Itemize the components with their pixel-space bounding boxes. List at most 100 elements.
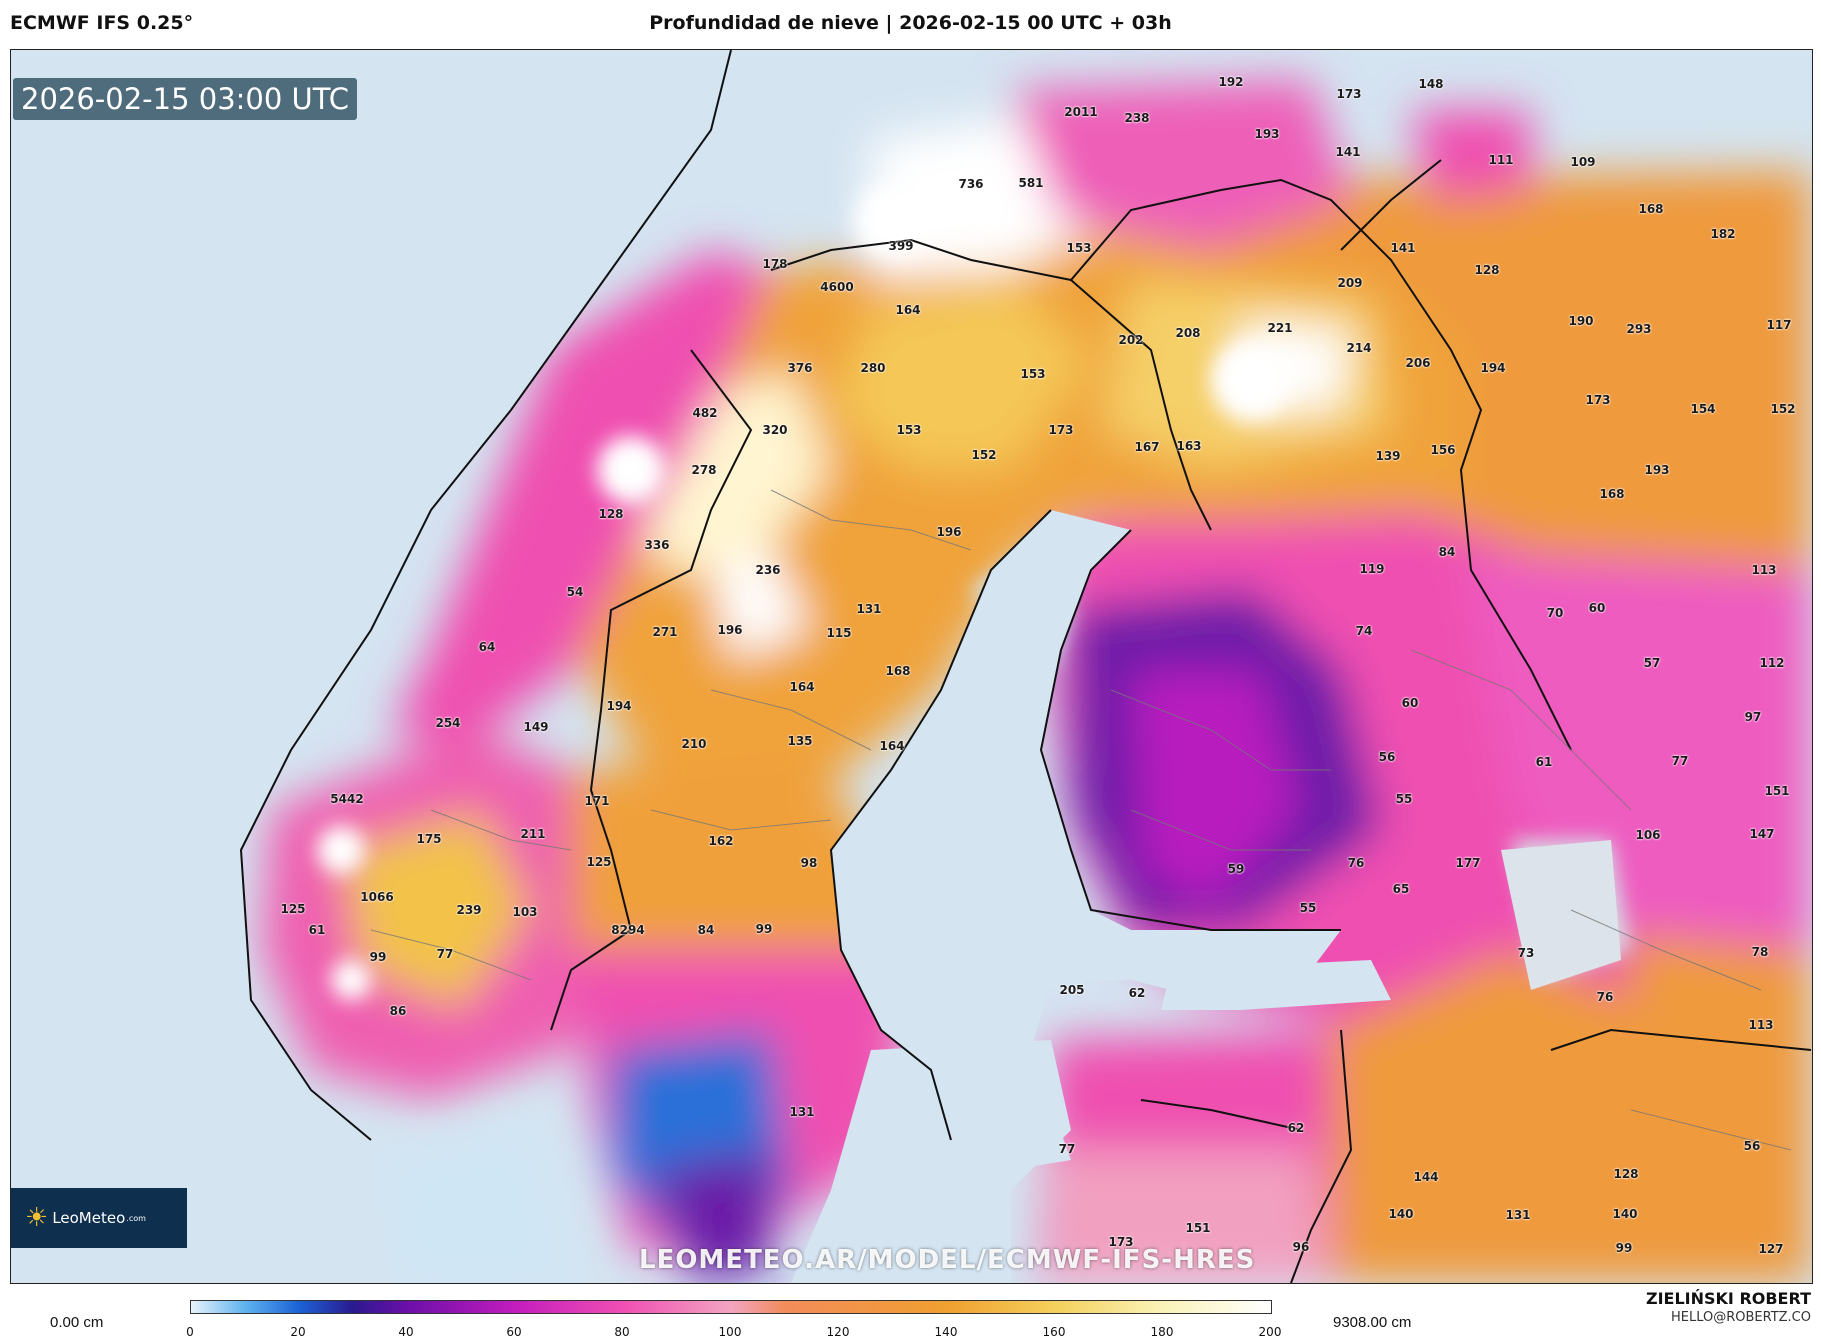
snow-depth-label: 115 bbox=[826, 626, 852, 640]
snow-depth-label: 99 bbox=[369, 950, 387, 964]
snow-depth-label: 84 bbox=[697, 923, 715, 937]
snow-depth-label: 106 bbox=[1635, 828, 1661, 842]
snow-depth-label: 140 bbox=[1388, 1207, 1414, 1221]
snow-depth-label: 153 bbox=[1066, 241, 1092, 255]
snow-depth-label: 119 bbox=[1359, 562, 1385, 576]
snow-depth-label: 205 bbox=[1059, 983, 1085, 997]
source-watermark: LEOMETEO.AR/MODEL/ECMWF-IFS-HRES bbox=[639, 1245, 1256, 1275]
snow-depth-label: 208 bbox=[1175, 326, 1201, 340]
colorbar-tick-label: 160 bbox=[1042, 1325, 1066, 1339]
snow-depth-label: 112 bbox=[1759, 656, 1785, 670]
snow-depth-label: 196 bbox=[936, 525, 962, 539]
snow-depth-label: 62 bbox=[1128, 986, 1146, 1000]
snow-depth-label: 77 bbox=[1671, 754, 1689, 768]
snow-depth-label: 151 bbox=[1764, 784, 1790, 798]
snow-depth-label: 210 bbox=[681, 737, 707, 751]
snow-depth-label: 60 bbox=[1588, 601, 1606, 615]
snow-depth-label: 56 bbox=[1743, 1139, 1761, 1153]
snow-depth-label: 98 bbox=[800, 856, 818, 870]
snow-depth-label: 152 bbox=[971, 448, 997, 462]
snow-depth-label: 144 bbox=[1413, 1170, 1439, 1184]
snow-depth-label: 117 bbox=[1766, 318, 1792, 332]
author-email[interactable]: HELLO@ROBERTZ.CO bbox=[1670, 1310, 1811, 1325]
snow-depth-label: 1066 bbox=[360, 890, 394, 904]
snow-depth-label: 399 bbox=[888, 239, 914, 253]
colorbar-tick-label: 20 bbox=[290, 1325, 306, 1339]
snow-depth-label: 99 bbox=[755, 922, 773, 936]
snow-depth-label: 171 bbox=[584, 794, 610, 808]
snow-depth-label: 154 bbox=[1690, 402, 1716, 416]
snow-depth-label: 152 bbox=[1770, 402, 1796, 416]
snow-depth-label: 60 bbox=[1401, 696, 1419, 710]
snow-depth-label: 127 bbox=[1758, 1242, 1784, 1256]
snow-depth-label: 131 bbox=[856, 602, 882, 616]
leometeo-logo[interactable]: ☀ LeoMeteo .com bbox=[11, 1188, 187, 1248]
snow-depth-label: 8294 bbox=[611, 923, 645, 937]
snow-depth-label: 196 bbox=[717, 623, 743, 637]
colorbar-tick-label: 180 bbox=[1150, 1325, 1174, 1339]
colorbar-tick-label: 0 bbox=[186, 1325, 194, 1339]
snow-depth-label: 178 bbox=[762, 257, 788, 271]
snow-depth-label: 173 bbox=[1585, 393, 1611, 407]
gulf-of-bothnia bbox=[831, 510, 1341, 1170]
snow-depth-label: 65 bbox=[1392, 882, 1410, 896]
snow-depth-label: 128 bbox=[598, 507, 624, 521]
snow-depth-label: 211 bbox=[520, 827, 546, 841]
snow-depth-label: 336 bbox=[644, 538, 670, 552]
snow-depth-label: 97 bbox=[1744, 710, 1762, 724]
snow-depth-label: 59 bbox=[1227, 862, 1245, 876]
snow-depth-label: 140 bbox=[1612, 1207, 1638, 1221]
snow-depth-label: 54 bbox=[566, 585, 584, 599]
colorbar-tick-label: 100 bbox=[718, 1325, 742, 1339]
snow-depth-label: 239 bbox=[456, 903, 482, 917]
snow-depth-label: 168 bbox=[1638, 202, 1664, 216]
snow-depth-label: 147 bbox=[1749, 827, 1775, 841]
colorbar-tick-label: 120 bbox=[826, 1325, 850, 1339]
author-block: ZIELIŃSKI ROBERT HELLO@ROBERTZ.CO bbox=[1646, 1289, 1811, 1325]
snow-depth-label: 4600 bbox=[820, 280, 854, 294]
snow-depth-label: 254 bbox=[435, 716, 461, 730]
sun-icon: ☀ bbox=[25, 1203, 49, 1233]
snow-depth-label: 109 bbox=[1570, 155, 1596, 169]
north-sea bbox=[11, 50, 731, 1283]
snow-depth-label: 173 bbox=[1048, 423, 1074, 437]
snow-depth-label: 182 bbox=[1710, 227, 1736, 241]
snow-depth-label: 61 bbox=[308, 923, 326, 937]
snow-depth-label: 131 bbox=[1505, 1208, 1531, 1222]
snow-depth-label: 177 bbox=[1455, 856, 1481, 870]
model-name: ECMWF IFS 0.25° bbox=[10, 12, 194, 34]
snow-depth-label: 153 bbox=[1020, 367, 1046, 381]
legend-footer: 0.00 cm 0 20 40 60 80 100 120 140 160 180 200 9308… bbox=[0, 1285, 1821, 1339]
snow-depth-map[interactable]: 192 173 148 2011 238 193 141 111 109 736 581 168 399… bbox=[10, 49, 1813, 1284]
snow-depth-label: 149 bbox=[523, 720, 549, 734]
snow-depth-label: 164 bbox=[789, 680, 815, 694]
colorbar-tick-label: 60 bbox=[506, 1325, 522, 1339]
snow-depth-label: 214 bbox=[1346, 341, 1372, 355]
snow-depth-label: 168 bbox=[1599, 487, 1625, 501]
snow-depth-label: 236 bbox=[755, 563, 781, 577]
snow-depth-label: 84 bbox=[1438, 545, 1456, 559]
snow-depth-label: 64 bbox=[478, 640, 496, 654]
valid-time-badge: 2026-02-15 03:00 UTC bbox=[13, 78, 358, 120]
snow-depth-label: 271 bbox=[652, 625, 678, 639]
author-name: ZIELIŃSKI ROBERT bbox=[1645, 1289, 1811, 1308]
snow-depth-label: 221 bbox=[1267, 321, 1293, 335]
snow-depth-label: 139 bbox=[1375, 449, 1401, 463]
snow-depth-label: 278 bbox=[691, 463, 717, 477]
snow-depth-label: 141 bbox=[1335, 145, 1361, 159]
colorbar-tick-label: 80 bbox=[614, 1325, 630, 1339]
snow-depth-label: 55 bbox=[1299, 901, 1317, 915]
snow-depth-label: 206 bbox=[1405, 356, 1431, 370]
coastline bbox=[239, 50, 1341, 1141]
snow-depth-label: 111 bbox=[1488, 153, 1514, 167]
snow-depth-label: 168 bbox=[885, 664, 911, 678]
snow-depth-label: 61 bbox=[1535, 755, 1553, 769]
snow-depth-label: 202 bbox=[1118, 333, 1144, 347]
region-borders bbox=[370, 489, 1792, 1151]
colorbar bbox=[190, 1300, 1272, 1314]
snow-depth-label: 194 bbox=[1480, 361, 1506, 375]
snow-field bbox=[261, 80, 1811, 1283]
colorbar-min-label: 0.00 cm bbox=[50, 1314, 104, 1331]
snow-depth-label: 482 bbox=[692, 406, 718, 420]
logo-suffix: .com bbox=[126, 1213, 146, 1223]
